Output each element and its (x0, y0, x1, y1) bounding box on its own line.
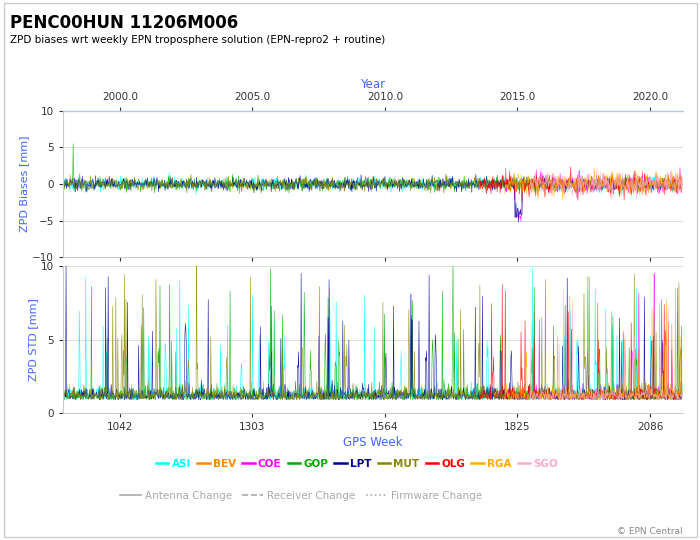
Legend: Antenna Change, Receiver Change, Firmware Change: Antenna Change, Receiver Change, Firmwar… (116, 487, 486, 505)
Text: PENC00HUN 11206M006: PENC00HUN 11206M006 (10, 14, 239, 31)
Text: © EPN Central: © EPN Central (617, 526, 682, 536)
X-axis label: GPS Week: GPS Week (343, 436, 402, 449)
Y-axis label: ZPD STD [mm]: ZPD STD [mm] (28, 298, 38, 381)
X-axis label: Year: Year (360, 78, 385, 91)
Y-axis label: ZPD Biases [mm]: ZPD Biases [mm] (20, 136, 29, 232)
Legend: ASI, BEV, COE, GOP, LPT, MUT, OLG, RGA, SGO: ASI, BEV, COE, GOP, LPT, MUT, OLG, RGA, … (152, 454, 562, 472)
Text: ZPD biases wrt weekly EPN troposphere solution (EPN-repro2 + routine): ZPD biases wrt weekly EPN troposphere so… (10, 35, 386, 45)
